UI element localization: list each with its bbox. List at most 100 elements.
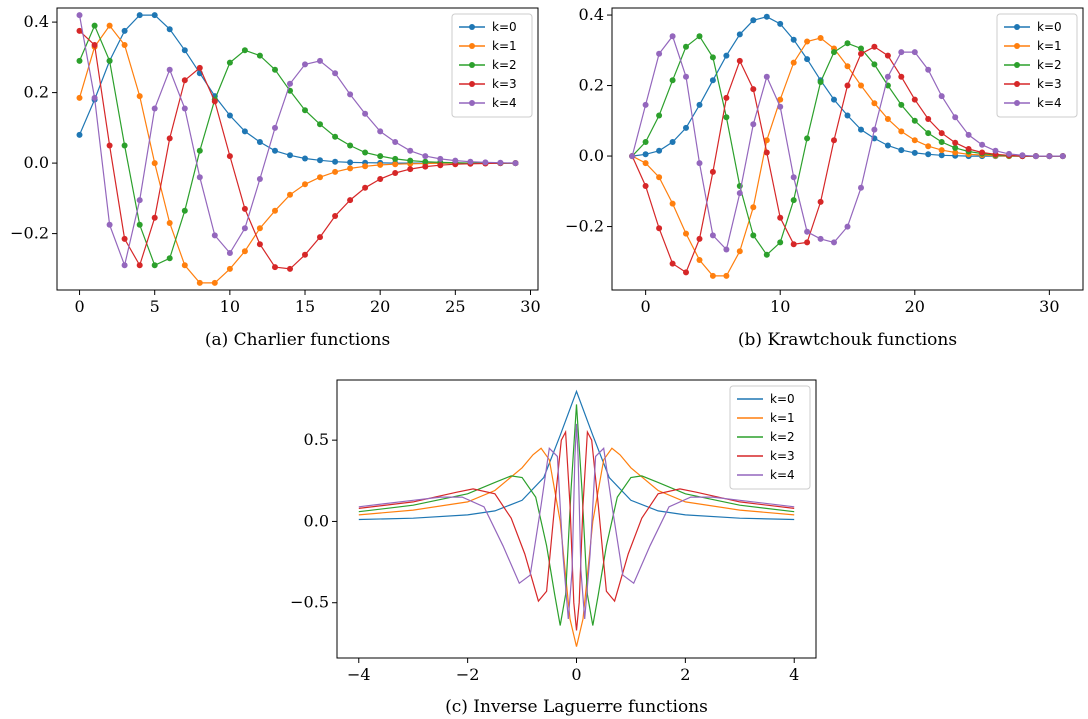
data-point-k=4: [332, 70, 339, 77]
data-point-k=1: [884, 116, 891, 122]
data-point-k=3: [736, 57, 743, 64]
series-line-k=0: [358, 389, 795, 521]
data-point-k=3: [844, 82, 851, 89]
data-point-k=3: [696, 235, 703, 242]
y-tick-label: 0.0: [304, 511, 329, 530]
data-point-k=2: [898, 101, 905, 108]
data-point-k=1: [656, 174, 663, 181]
data-point-k=0: [272, 147, 278, 154]
data-point-k=1: [302, 181, 308, 188]
data-point-k=0: [121, 27, 128, 34]
data-point-k=3: [121, 235, 128, 242]
data-point-k=2: [151, 262, 158, 269]
data-point-k=3: [804, 239, 811, 246]
data-point-k=0: [683, 124, 689, 131]
data-point-k=2: [241, 47, 248, 54]
data-point-k=4: [181, 105, 188, 112]
data-point-k=3: [181, 77, 188, 84]
data-point-k=1: [790, 59, 797, 66]
data-point-k=2: [362, 149, 369, 156]
data-point-k=1: [287, 191, 293, 198]
data-point-k=4: [407, 147, 414, 154]
data-point-k=4: [91, 94, 98, 101]
x-tick-label: −2: [456, 665, 480, 684]
series-line-k=4: [358, 423, 795, 620]
data-point-k=1: [911, 137, 918, 144]
data-point-k=0: [696, 101, 703, 108]
data-point-k=3: [952, 139, 959, 146]
legend-label-k=4: k=4: [492, 96, 517, 110]
data-point-k=4: [723, 246, 730, 253]
data-point-k=4: [804, 228, 811, 235]
data-point-k=4: [76, 12, 83, 19]
data-point-k=4: [790, 174, 797, 181]
data-point-k=4: [952, 114, 959, 121]
data-point-k=2: [777, 239, 784, 246]
legend-box: [729, 385, 811, 490]
data-point-k=4: [709, 232, 716, 239]
data-point-k=4: [377, 128, 384, 135]
data-point-k=4: [777, 103, 784, 110]
data-point-k=1: [211, 279, 218, 286]
data-point-k=0: [332, 158, 339, 165]
data-point-k=2: [106, 57, 113, 64]
data-point-k=4: [844, 223, 851, 230]
data-point-k=1: [332, 168, 339, 175]
data-point-k=3: [709, 168, 716, 175]
data-point-k=3: [938, 130, 945, 137]
y-tick-label: 0.2: [24, 83, 49, 102]
data-point-k=1: [76, 94, 83, 101]
y-tick-label: 0.2: [579, 76, 604, 95]
data-point-k=3: [656, 225, 663, 232]
data-point-k=1: [844, 63, 851, 70]
data-point-k=4: [884, 73, 891, 80]
data-point-k=2: [302, 107, 308, 114]
data-point-k=0: [709, 77, 716, 84]
data-point-k=4: [763, 73, 770, 80]
data-point-k=4: [965, 131, 972, 138]
x-tick-label: 30: [1039, 297, 1059, 316]
axes-frame: [56, 7, 539, 291]
data-point-k=1: [392, 161, 399, 168]
data-point-k=4: [497, 159, 504, 166]
legend-label-k=1: k=1: [492, 39, 517, 53]
chart-2: −4 −2 0 2 4 −0.5 0.0 0.5 k=0 k=1 k=2 k=3 k=4 (c) Inve…: [290, 379, 817, 717]
data-point-k=1: [898, 128, 905, 135]
data-point-k=3: [925, 116, 932, 122]
x-tick-label: 0: [571, 665, 581, 684]
x-tick-label: 15: [295, 297, 315, 316]
data-point-k=3: [392, 170, 399, 176]
data-point-k=2: [226, 59, 233, 66]
data-point-k=3: [777, 214, 784, 221]
y-tick-label: −0.2: [565, 217, 604, 236]
x-tick-label: 5: [150, 297, 160, 316]
data-point-k=3: [76, 27, 83, 34]
data-point-k=2: [196, 147, 203, 154]
data-point-k=1: [317, 174, 323, 181]
data-point-k=4: [750, 121, 757, 128]
data-point-k=0: [669, 139, 676, 145]
data-point-k=1: [683, 230, 689, 237]
data-point-k=0: [858, 126, 864, 133]
legend-label-k=4: k=4: [770, 468, 795, 482]
data-point-k=3: [151, 214, 158, 221]
data-point-k=4: [1059, 153, 1066, 160]
data-point-k=0: [790, 36, 797, 43]
data-point-k=2: [790, 197, 797, 204]
data-point-k=3: [723, 94, 730, 101]
data-point-k=0: [911, 149, 918, 156]
data-point-k=1: [166, 220, 173, 226]
data-point-k=3: [136, 262, 143, 269]
data-point-k=3: [377, 176, 384, 182]
data-point-k=1: [736, 248, 743, 255]
legend-label-k=2: k=2: [1037, 58, 1062, 72]
data-point-k=1: [709, 272, 716, 279]
data-point-k=2: [817, 79, 824, 85]
data-point-k=2: [656, 112, 663, 119]
data-point-k=4: [317, 57, 323, 64]
data-point-k=4: [512, 160, 519, 167]
legend-marker-k=2: [1014, 62, 1020, 68]
legend-marker-k=4: [469, 100, 475, 106]
series-line-k=3: [79, 30, 516, 270]
